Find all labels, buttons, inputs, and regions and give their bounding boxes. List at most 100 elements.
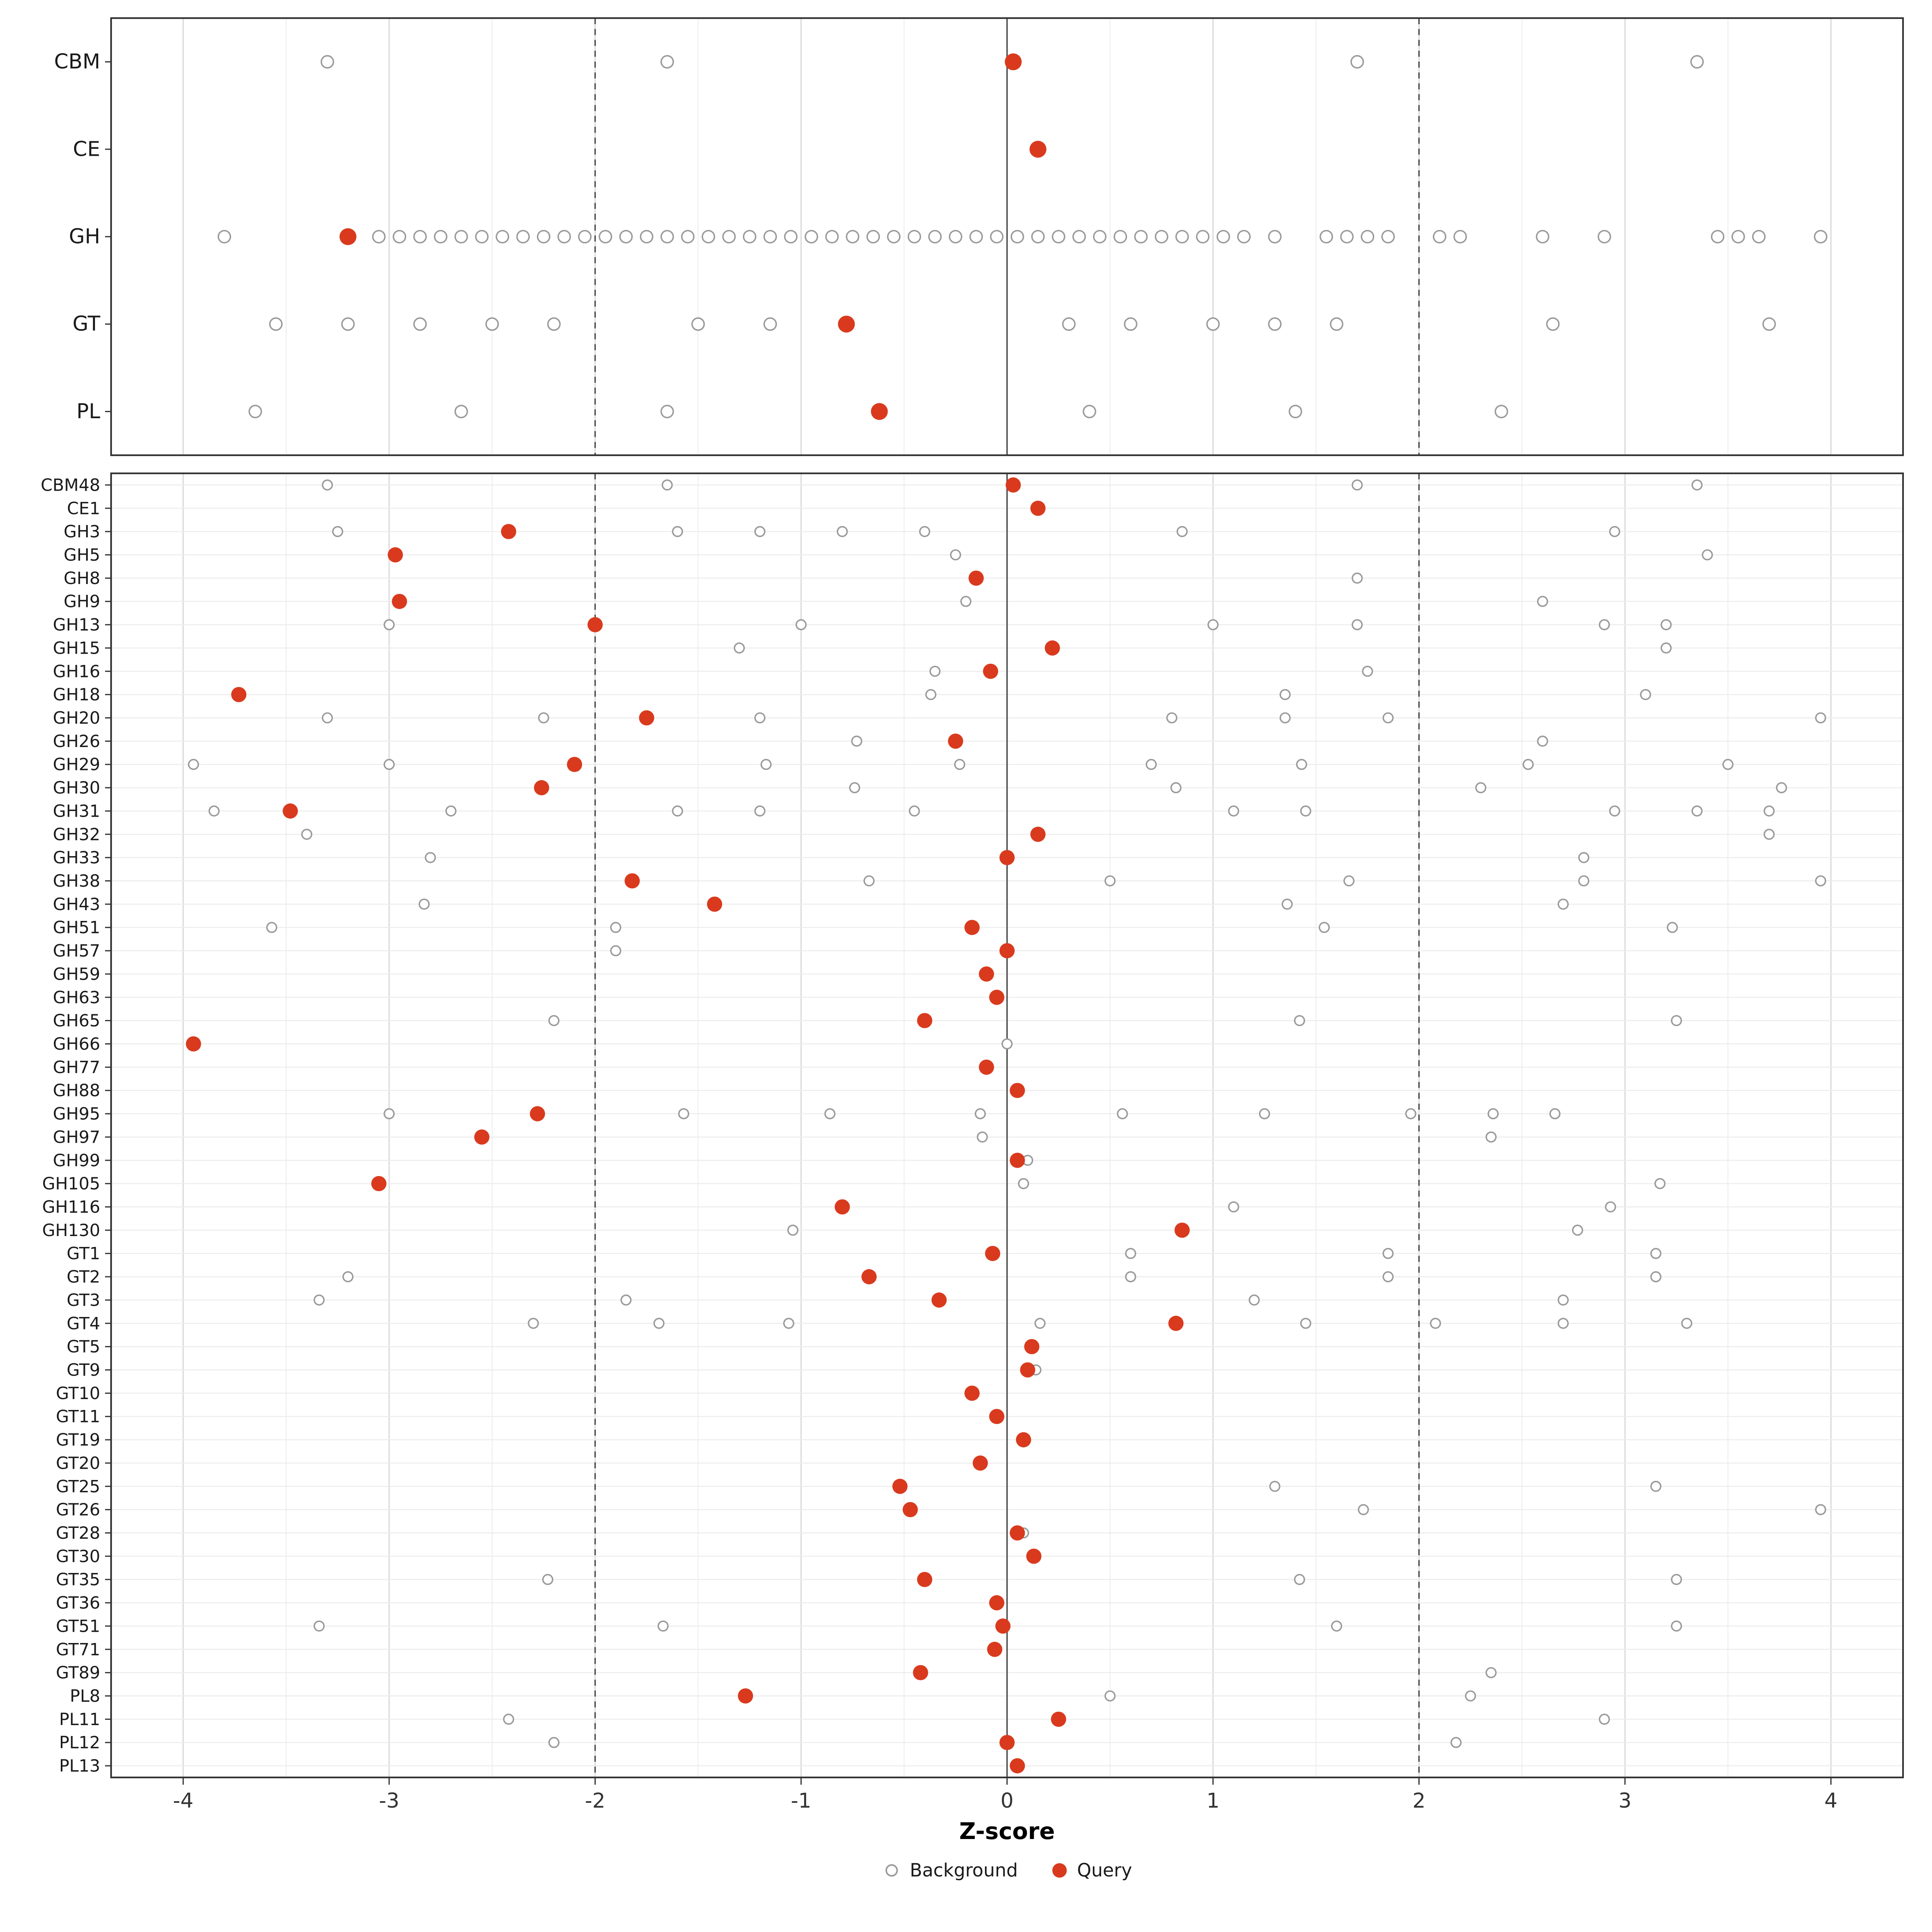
query-point [639, 710, 654, 726]
chart-svg: CBM CE GH GT PL CBM48 CE1 GH3 GH5 GH8 GH9 GH13 GH15 G… [41, 17, 1904, 1813]
y-axis-label: GT89 [56, 1663, 100, 1682]
background-point [954, 759, 966, 770]
query-point [964, 1385, 980, 1401]
query-point [392, 594, 407, 609]
background-point [1382, 1248, 1394, 1259]
y-axis-label: GH15 [53, 638, 100, 658]
background-point [1536, 230, 1550, 244]
query-point [995, 1618, 1011, 1634]
background-point [485, 317, 499, 331]
y-axis-label: GH31 [53, 801, 100, 821]
background-point [1296, 759, 1307, 770]
background-point [1082, 405, 1096, 419]
background-point [825, 230, 839, 244]
background-point [1052, 230, 1065, 244]
background-point [1640, 689, 1651, 700]
background-point [1280, 689, 1291, 700]
y-axis-label: CBM48 [41, 475, 100, 495]
background-point [1269, 1480, 1281, 1492]
background-point [1288, 405, 1302, 419]
background-point [384, 759, 395, 770]
background-point [1350, 55, 1364, 69]
background-point [341, 317, 355, 331]
background-point [1763, 828, 1775, 840]
background-point [925, 689, 937, 700]
background-point [322, 712, 333, 724]
y-axis-label: GH29 [53, 755, 100, 774]
y-axis-label: GH65 [53, 1011, 100, 1030]
background-point [1453, 230, 1467, 244]
background-point [784, 230, 798, 244]
background-point [1358, 1504, 1369, 1515]
background-point [445, 805, 457, 817]
background-point [795, 619, 807, 630]
query-point [999, 943, 1015, 958]
background-point [1352, 619, 1363, 630]
query-point [834, 1199, 850, 1215]
background-point [1711, 230, 1725, 244]
background-point [660, 55, 674, 69]
background-point [1146, 759, 1157, 770]
background-point [1430, 1317, 1441, 1329]
background-point [1557, 898, 1569, 910]
query-point [530, 1106, 545, 1121]
query-point [978, 1059, 994, 1075]
background-point [661, 479, 673, 491]
y-axis-label: CE1 [67, 498, 100, 518]
query-point [838, 316, 855, 333]
background-point [1062, 317, 1076, 331]
query-point [913, 1665, 928, 1680]
query-point [989, 989, 1005, 1005]
background-point [1776, 782, 1787, 793]
background-point [672, 805, 683, 817]
query-point [999, 850, 1015, 865]
background-point [1177, 526, 1188, 537]
y-axis-label: PL13 [59, 1756, 100, 1776]
query-point [892, 1478, 908, 1494]
x-axis-tick-label: -3 [379, 1789, 399, 1813]
query-point [283, 803, 298, 819]
y-axis-label: GH20 [53, 708, 100, 728]
y-axis-label: PL11 [59, 1709, 100, 1729]
query-marker [1051, 1863, 1066, 1878]
query-point [738, 1688, 753, 1704]
background-point [548, 1015, 560, 1026]
x-axis-tick-label: 3 [1618, 1789, 1631, 1813]
background-point [538, 712, 549, 724]
query-point [931, 1292, 947, 1308]
query-point [1016, 1432, 1031, 1447]
legend: Background Query [882, 1860, 1132, 1881]
background-point [1815, 712, 1827, 724]
background-point [1494, 405, 1508, 419]
background-point [754, 712, 766, 724]
background-point [1609, 805, 1620, 817]
background-point [1522, 759, 1534, 770]
background-point [1282, 898, 1293, 910]
x-axis-title: Z-score [959, 1818, 1055, 1845]
background-point [1117, 1108, 1128, 1119]
background-point [208, 805, 220, 817]
background-point [1259, 1108, 1270, 1119]
y-axis-label: GT11 [56, 1407, 100, 1426]
background-point [1546, 317, 1560, 331]
query-point [1005, 53, 1022, 70]
x-axis-tick-label: -4 [173, 1789, 194, 1813]
y-axis-label: GT36 [56, 1593, 100, 1613]
background-point [908, 805, 920, 817]
background-point [578, 230, 592, 244]
background-point [1485, 1667, 1497, 1678]
background-point [702, 230, 715, 244]
background-point [1154, 230, 1168, 244]
background-point [919, 526, 931, 537]
background-point [1237, 230, 1251, 244]
query-point [534, 780, 549, 795]
background-point [1001, 1038, 1013, 1050]
background-point [1018, 1178, 1029, 1189]
query-point [231, 687, 247, 702]
background-point [314, 1294, 325, 1306]
query-point [567, 757, 582, 772]
background-point [1294, 1015, 1305, 1026]
query-point [474, 1129, 490, 1145]
y-axis-label: GH57 [53, 941, 100, 961]
background-point [188, 759, 199, 770]
